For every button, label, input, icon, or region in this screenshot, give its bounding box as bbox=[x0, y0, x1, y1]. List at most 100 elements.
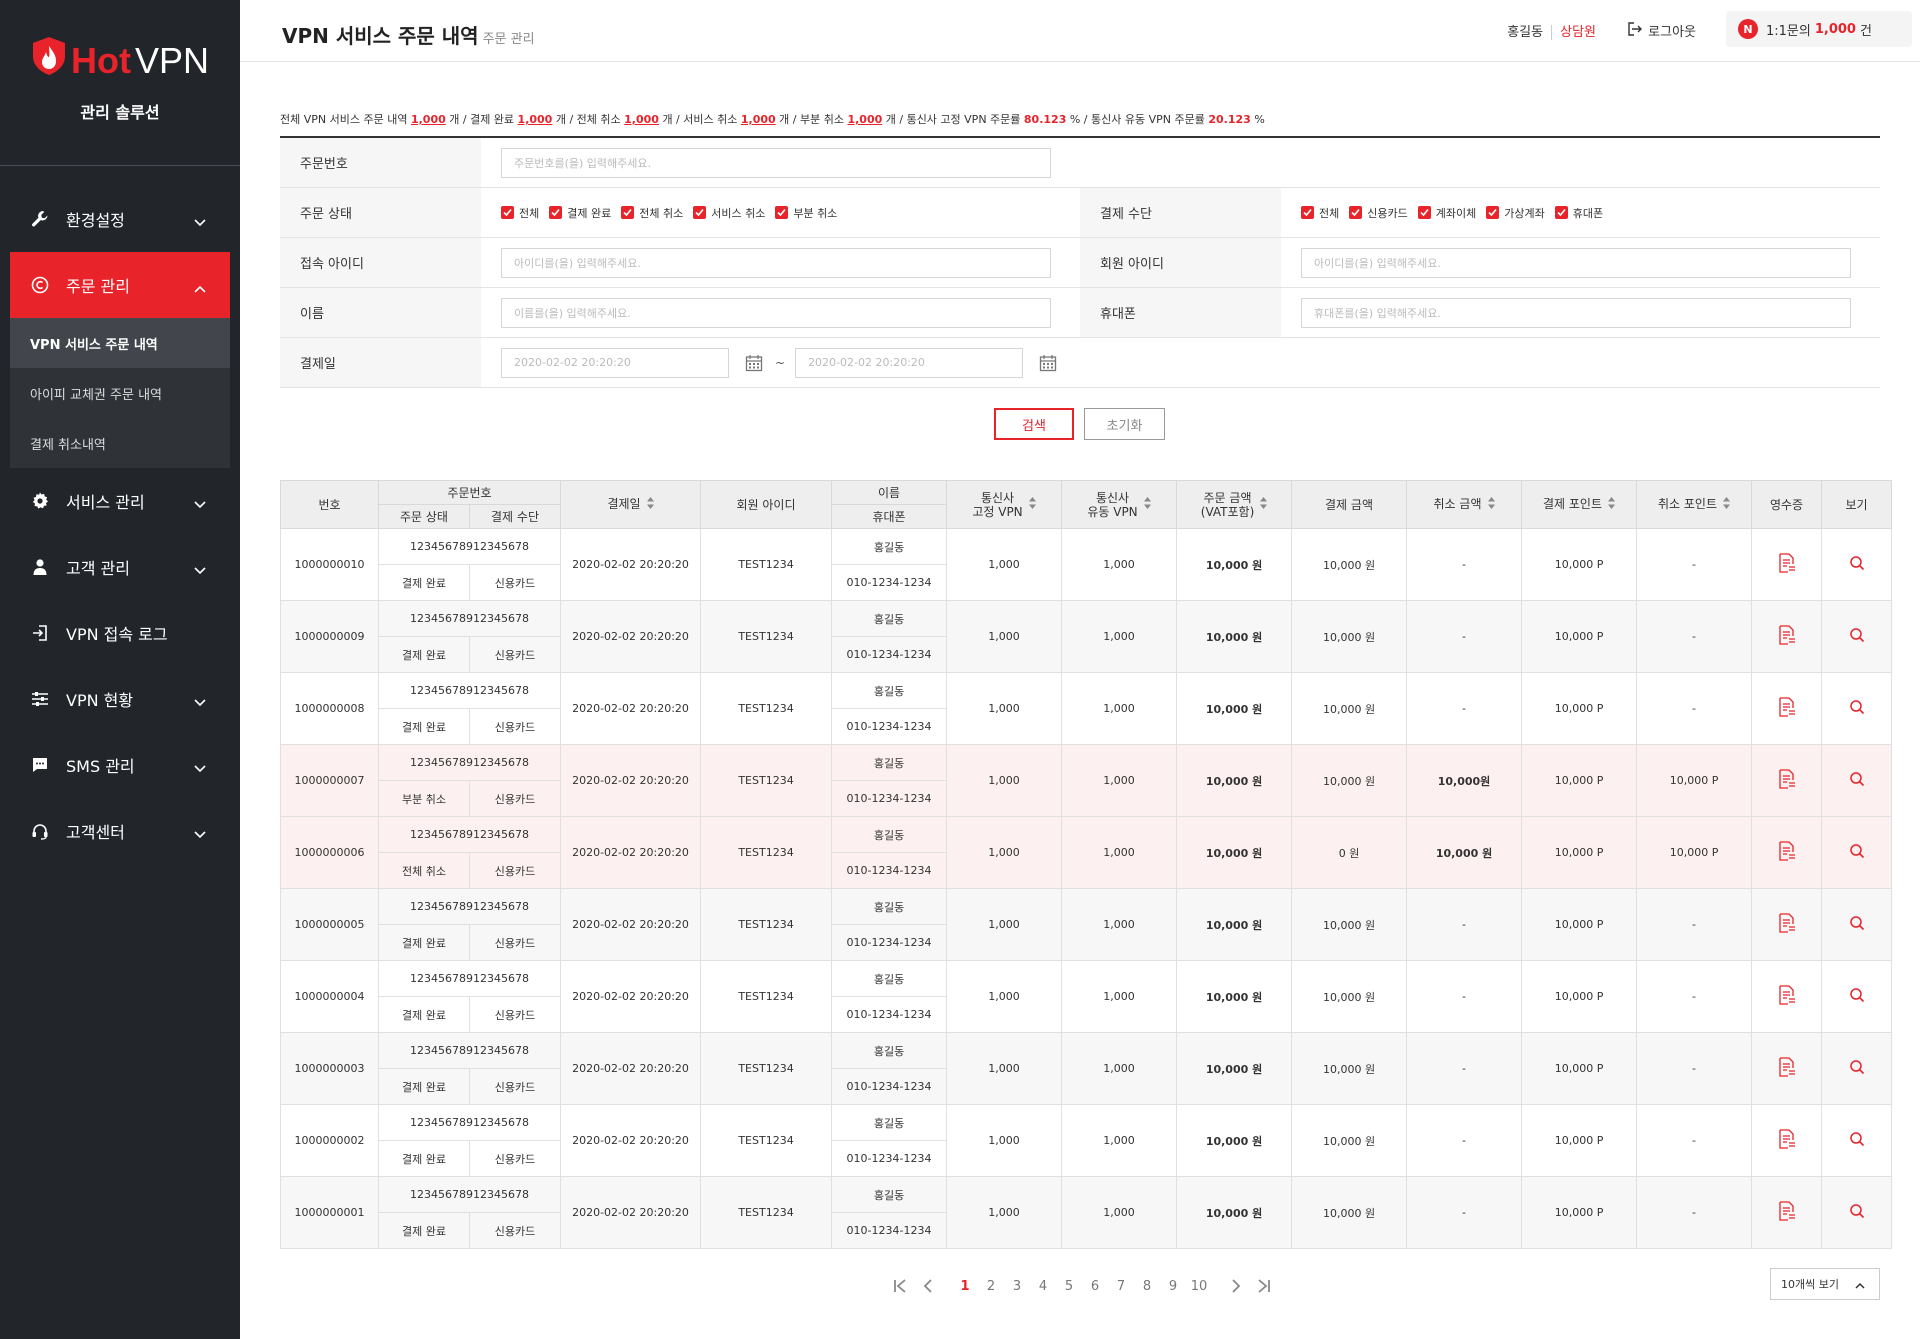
col-header-sortable[interactable]: 통신사 고정 VPN bbox=[946, 480, 1063, 529]
payment-method-checkbox[interactable]: 휴대폰 bbox=[1554, 205, 1603, 221]
receipt-icon[interactable] bbox=[1778, 553, 1796, 573]
payment-method-checkbox[interactable]: 가상계좌 bbox=[1486, 205, 1545, 221]
nav-item-customers[interactable]: 고객 관리 bbox=[10, 534, 230, 600]
logo[interactable]: Hot VPN bbox=[31, 36, 209, 85]
receipt-cell bbox=[1751, 1104, 1823, 1177]
receipt-icon[interactable] bbox=[1778, 769, 1796, 789]
search-icon[interactable] bbox=[1849, 627, 1865, 643]
page-number[interactable]: 4 bbox=[1038, 1278, 1048, 1294]
page-number[interactable]: 6 bbox=[1090, 1278, 1100, 1294]
page-number[interactable]: 2 bbox=[986, 1278, 996, 1294]
nav-item-vpn-status[interactable]: VPN 현황 bbox=[10, 666, 230, 732]
submenu-item-ip-orders[interactable]: 아이피 교체권 주문 내역 bbox=[30, 387, 162, 403]
col-header-sortable[interactable]: 통신사 유동 VPN bbox=[1061, 480, 1178, 529]
order-status-checkbox[interactable]: 전체 bbox=[501, 205, 539, 221]
page-number[interactable]: 10 bbox=[1190, 1278, 1208, 1294]
table-row[interactable]: 1000000002 12345678912345678 2020-02-02 20… bbox=[280, 1104, 1893, 1177]
receipt-icon[interactable] bbox=[1778, 913, 1796, 933]
nav-item-services[interactable]: 서비스 관리 bbox=[10, 468, 230, 534]
payment-method-checkbox[interactable]: 신용카드 bbox=[1349, 205, 1408, 221]
inquiry-badge[interactable]: N 1:1문의 1,000 건 bbox=[1726, 11, 1912, 47]
table-row-sub[interactable]: 전체 취소 신용카드 010-1234-1234 bbox=[281, 852, 1892, 889]
order-status-checkbox[interactable]: 부분 취소 bbox=[775, 205, 837, 221]
table-row-sub[interactable]: 결제 완료 신용카드 010-1234-1234 bbox=[281, 1212, 1892, 1249]
table-row-sub[interactable]: 결제 완료 신용카드 010-1234-1234 bbox=[281, 564, 1892, 601]
date-range-tilde: ~ bbox=[775, 355, 786, 370]
next-page-icon[interactable] bbox=[1222, 1278, 1250, 1294]
table-row-sub[interactable]: 결제 완료 신용카드 010-1234-1234 bbox=[281, 996, 1892, 1033]
table-row[interactable]: 1000000010 12345678912345678 2020-02-02 20… bbox=[280, 528, 1893, 601]
table-row[interactable]: 1000000004 12345678912345678 2020-02-02 20… bbox=[280, 960, 1893, 1033]
paid-amount-cell: 10,000 원 bbox=[1291, 888, 1408, 961]
search-icon[interactable] bbox=[1849, 1203, 1865, 1219]
receipt-icon[interactable] bbox=[1778, 625, 1796, 645]
receipt-icon[interactable] bbox=[1778, 1057, 1796, 1077]
date-from-input[interactable]: 2020-02-02 20:20:20 bbox=[501, 347, 729, 378]
nav-item-vpn-log[interactable]: VPN 접속 로그 bbox=[10, 600, 230, 666]
table-row[interactable]: 1000000001 12345678912345678 2020-02-02 20… bbox=[280, 1176, 1893, 1249]
col-header-sortable[interactable]: 주문 금액 (VAT포함) bbox=[1176, 480, 1293, 529]
page-number[interactable]: 9 bbox=[1168, 1278, 1178, 1294]
reset-button[interactable]: 초기화 bbox=[1084, 408, 1165, 440]
page-number[interactable]: 3 bbox=[1012, 1278, 1022, 1294]
logout-button[interactable]: 로그아웃 bbox=[1628, 21, 1696, 40]
table-row-sub[interactable]: 결제 완료 신용카드 010-1234-1234 bbox=[281, 708, 1892, 745]
table-row-sub[interactable]: 결제 완료 신용카드 010-1234-1234 bbox=[281, 1140, 1892, 1177]
col-header-sortable[interactable]: 결제 포인트 bbox=[1521, 480, 1638, 529]
order-status-cell: 결제 완료 bbox=[378, 996, 470, 1033]
submenu-item-vpn-orders[interactable]: VPN 서비스 주문 내역 bbox=[10, 318, 230, 368]
receipt-icon[interactable] bbox=[1778, 697, 1796, 717]
col-header-sortable[interactable]: 결제일 bbox=[560, 480, 702, 529]
order-status-checkbox[interactable]: 서비스 취소 bbox=[693, 205, 765, 221]
first-page-icon[interactable] bbox=[886, 1278, 914, 1294]
order-status-checkbox[interactable]: 전체 취소 bbox=[621, 205, 683, 221]
name-input[interactable]: 이름를(을) 입력해주세요. bbox=[501, 297, 1051, 328]
nav-item-orders[interactable]: 주문 관리 bbox=[10, 252, 230, 318]
search-icon[interactable] bbox=[1849, 1059, 1865, 1075]
nav-item-sms[interactable]: SMS 관리 bbox=[10, 732, 230, 798]
member-id-input[interactable]: 아이디를(을) 입력해주세요. bbox=[1301, 247, 1851, 278]
login-id-input[interactable]: 아이디를(을) 입력해주세요. bbox=[501, 247, 1051, 278]
payment-method-checkbox[interactable]: 전체 bbox=[1301, 205, 1339, 221]
receipt-icon[interactable] bbox=[1778, 841, 1796, 861]
receipt-icon[interactable] bbox=[1778, 1201, 1796, 1221]
submenu-item-cancellations[interactable]: 결제 취소내역 bbox=[30, 437, 106, 453]
search-icon[interactable] bbox=[1849, 843, 1865, 859]
table-row[interactable]: 1000000008 12345678912345678 2020-02-02 20… bbox=[280, 672, 1893, 745]
page-number[interactable]: 5 bbox=[1064, 1278, 1074, 1294]
per-page-select[interactable]: 10개씩 보기 bbox=[1770, 1268, 1880, 1300]
search-button[interactable]: 검색 bbox=[994, 408, 1074, 440]
search-icon[interactable] bbox=[1849, 915, 1865, 931]
calendar-icon[interactable] bbox=[1039, 354, 1057, 372]
nav-item-settings[interactable]: 환경설정 bbox=[10, 186, 230, 252]
page-number[interactable]: 8 bbox=[1142, 1278, 1152, 1294]
search-icon[interactable] bbox=[1849, 987, 1865, 1003]
col-header-sortable[interactable]: 취소 금액 bbox=[1406, 480, 1523, 529]
prev-page-icon[interactable] bbox=[914, 1278, 942, 1294]
col-header-sortable[interactable]: 취소 포인트 bbox=[1636, 480, 1753, 529]
order-number-input[interactable]: 주문번호를(을) 입력해주세요. bbox=[501, 147, 1051, 178]
search-icon[interactable] bbox=[1849, 555, 1865, 571]
checkbox-checked-icon bbox=[775, 206, 789, 219]
nav-item-support[interactable]: 고객센터 bbox=[10, 798, 230, 864]
table-row[interactable]: 1000000009 12345678912345678 2020-02-02 20… bbox=[280, 600, 1893, 673]
order-status-checkbox[interactable]: 결제 완료 bbox=[549, 205, 611, 221]
search-icon[interactable] bbox=[1849, 1131, 1865, 1147]
search-icon[interactable] bbox=[1849, 771, 1865, 787]
date-to-input[interactable]: 2020-02-02 20:20:20 bbox=[795, 347, 1024, 378]
table-row[interactable]: 1000000005 12345678912345678 2020-02-02 20… bbox=[280, 888, 1893, 961]
payment-method-checkbox[interactable]: 계좌이체 bbox=[1417, 205, 1476, 221]
calendar-icon[interactable] bbox=[745, 354, 763, 372]
search-icon[interactable] bbox=[1849, 699, 1865, 715]
receipt-icon[interactable] bbox=[1778, 1129, 1796, 1149]
page-number[interactable]: 1 bbox=[960, 1278, 970, 1294]
table-row-sub[interactable]: 결제 완료 신용카드 010-1234-1234 bbox=[281, 924, 1892, 961]
table-row-sub[interactable]: 결제 완료 신용카드 010-1234-1234 bbox=[281, 636, 1892, 673]
phone-input[interactable]: 휴대폰를(을) 입력해주세요. bbox=[1301, 297, 1851, 328]
last-page-icon[interactable] bbox=[1250, 1278, 1278, 1294]
receipt-icon[interactable] bbox=[1778, 985, 1796, 1005]
table-row[interactable]: 1000000006 12345678912345678 2020-02-02 20… bbox=[280, 816, 1893, 889]
table-row[interactable]: 1000000003 12345678912345678 2020-02-02 20… bbox=[280, 1032, 1893, 1105]
page-number[interactable]: 7 bbox=[1116, 1278, 1126, 1294]
table-row[interactable]: 1000000007 12345678912345678 2020-02-02 20… bbox=[280, 744, 1893, 817]
